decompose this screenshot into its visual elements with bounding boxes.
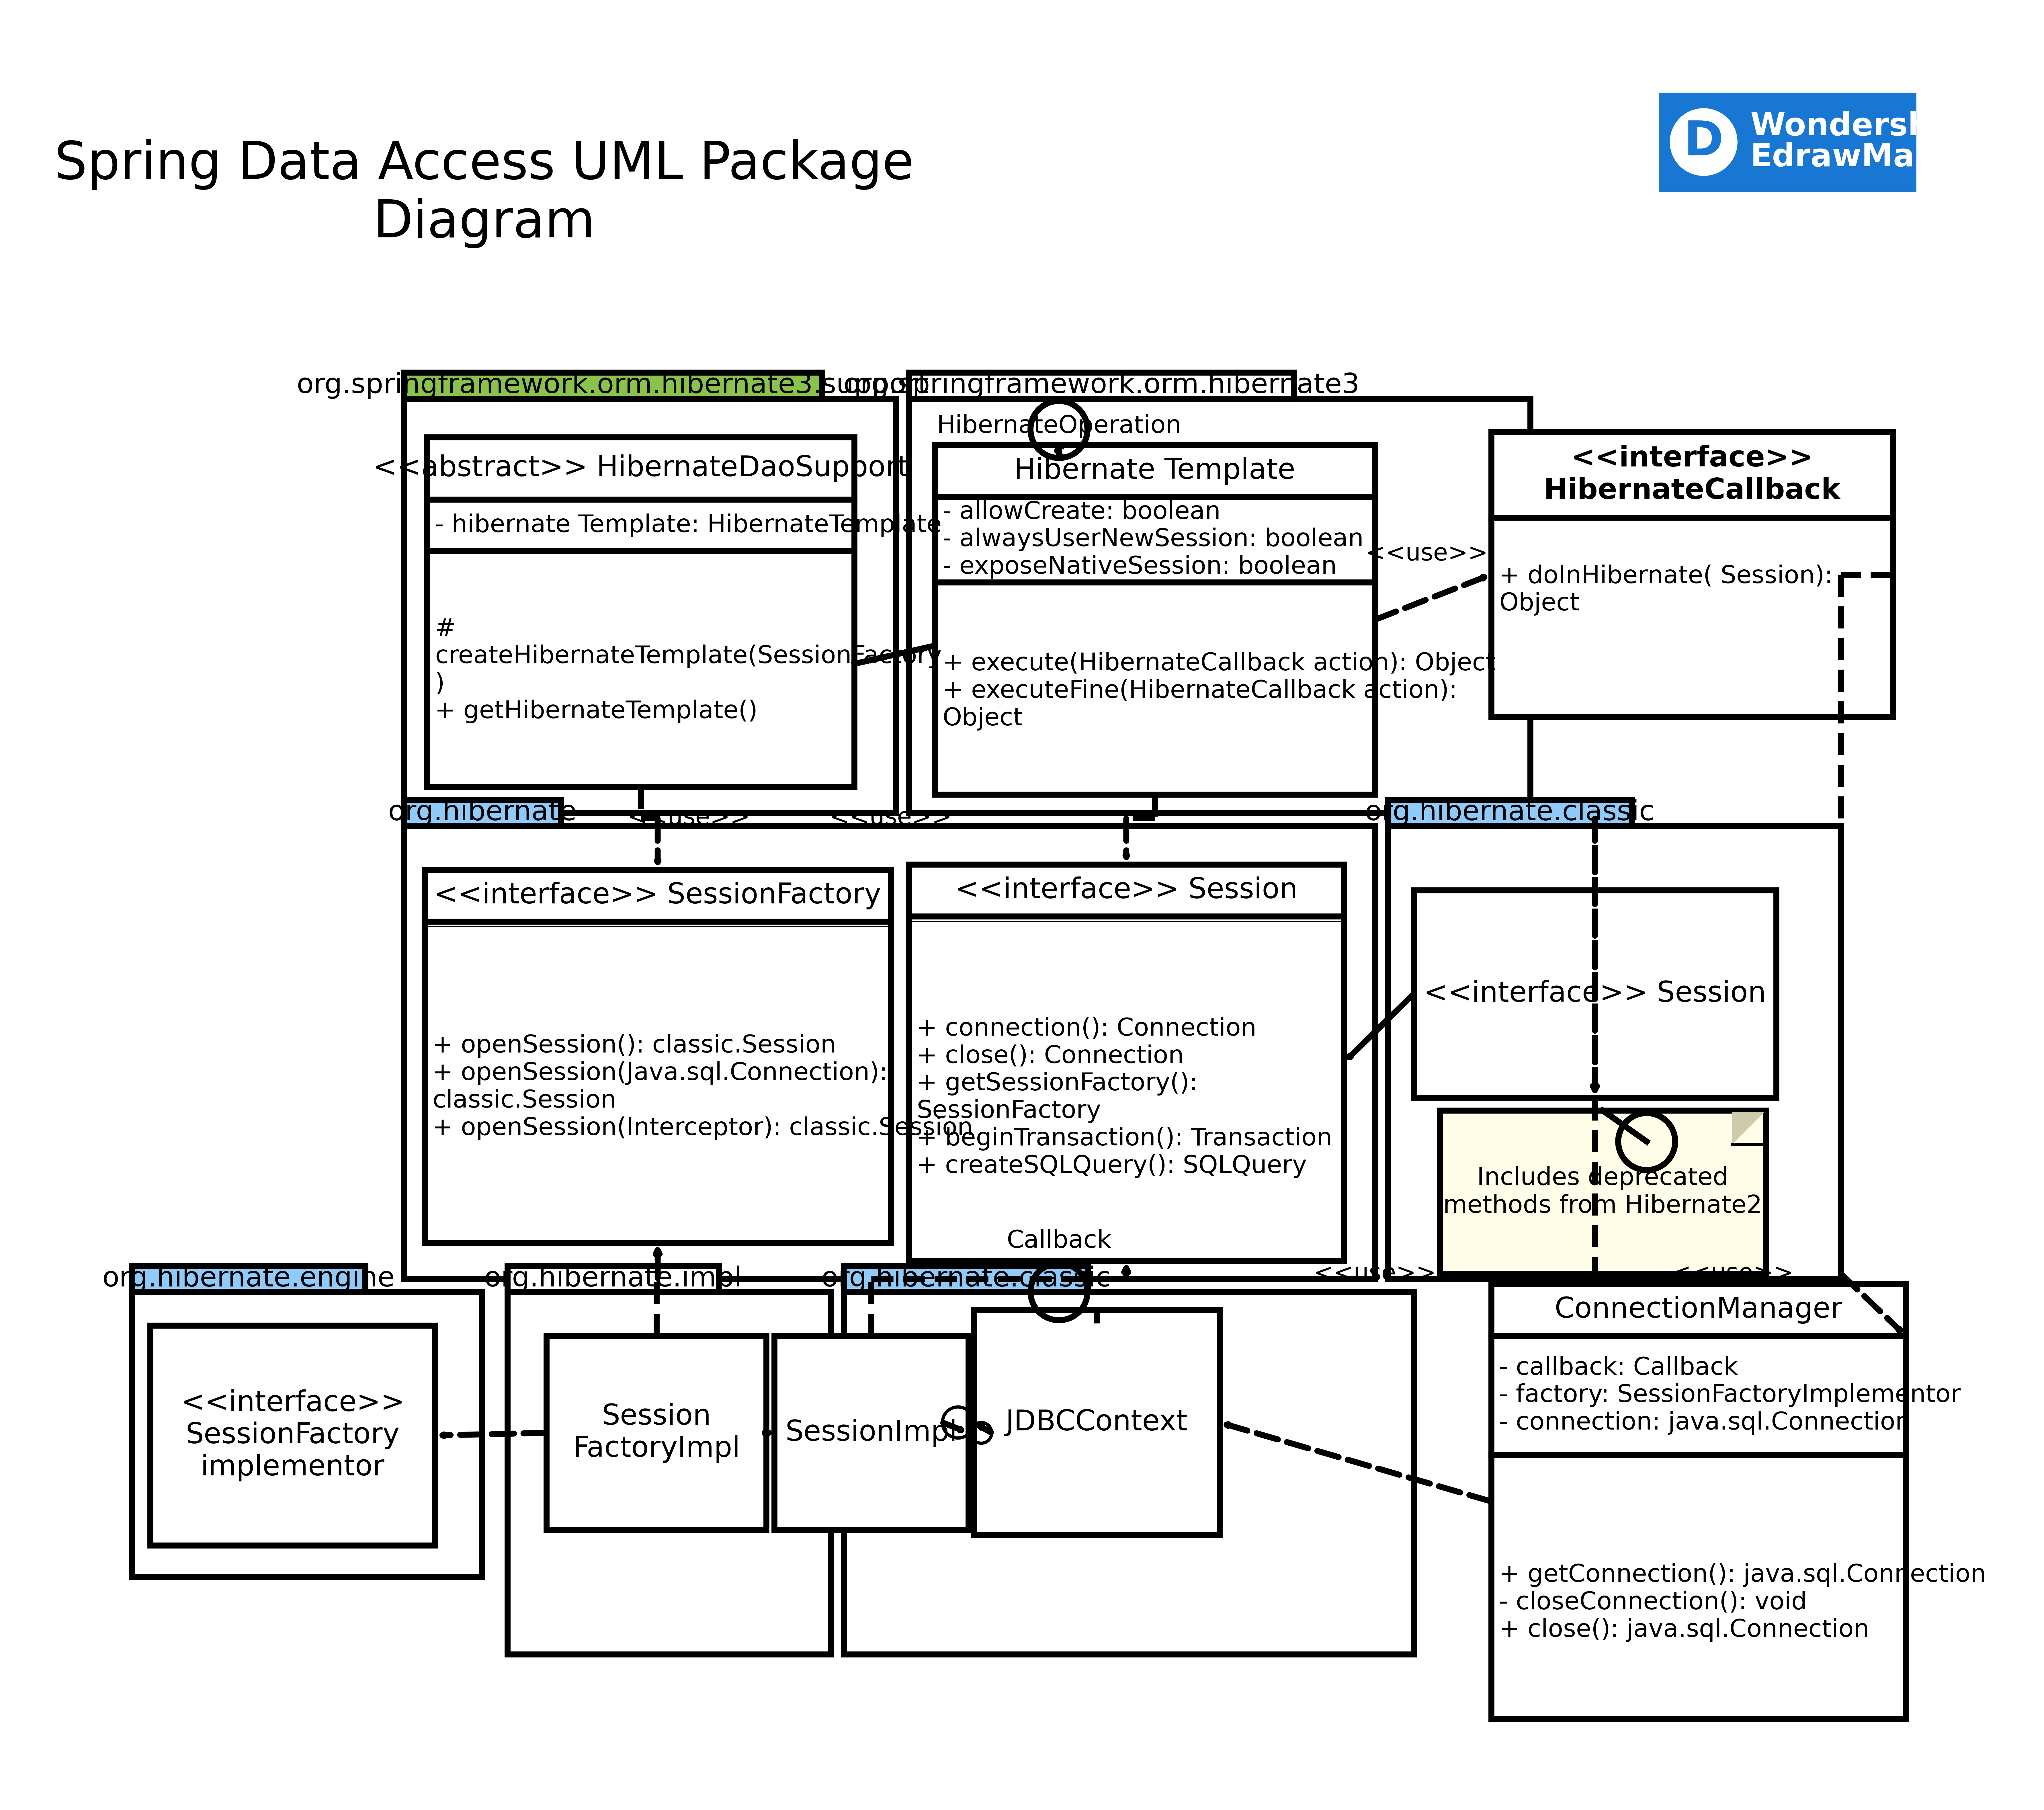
FancyBboxPatch shape — [149, 1325, 435, 1546]
Text: Spring Data Access UML Package
Diagram: Spring Data Access UML Package Diagram — [55, 139, 914, 248]
Text: <<use>>: <<use>> — [1314, 1262, 1437, 1285]
FancyBboxPatch shape — [1388, 825, 1842, 1280]
FancyBboxPatch shape — [934, 445, 1376, 795]
FancyBboxPatch shape — [910, 373, 1294, 398]
FancyBboxPatch shape — [910, 865, 1343, 1260]
Text: Hibernate Template: Hibernate Template — [1014, 456, 1296, 485]
Text: org.hibernate.engine: org.hibernate.engine — [102, 1265, 394, 1292]
Text: org.hibernate: org.hibernate — [388, 800, 576, 825]
FancyBboxPatch shape — [1414, 891, 1776, 1097]
FancyBboxPatch shape — [844, 1292, 1414, 1654]
FancyBboxPatch shape — [910, 398, 1531, 813]
Circle shape — [1670, 109, 1737, 176]
Text: org.springframework.orm.hibernate3.support: org.springframework.orm.hibernate3.suppo… — [296, 373, 930, 398]
Text: org.hibernate.classic: org.hibernate.classic — [822, 1265, 1112, 1292]
Text: <<interface>> Session: <<interface>> Session — [955, 876, 1298, 905]
Text: - allowCreate: boolean
- alwaysUserNewSession: boolean
- exposeNativeSession: bo: - allowCreate: boolean - alwaysUserNewSe… — [942, 500, 1363, 579]
Text: + getConnection(): java.sql.Connection
- closeConnection(): void
+ close(): java: + getConnection(): java.sql.Connection -… — [1498, 1564, 1987, 1642]
FancyBboxPatch shape — [1388, 800, 1631, 825]
FancyBboxPatch shape — [405, 398, 895, 813]
Text: <<use>>: <<use>> — [628, 805, 750, 829]
FancyBboxPatch shape — [507, 1292, 832, 1654]
Text: org.springframework.orm.hibernate3: org.springframework.orm.hibernate3 — [844, 373, 1359, 398]
Text: <<abstract>> HibernateDaoSupport: <<abstract>> HibernateDaoSupport — [372, 454, 910, 481]
FancyBboxPatch shape — [775, 1336, 969, 1529]
Text: <<interface>> SessionFactory: <<interface>> SessionFactory — [433, 881, 881, 909]
Text: <<use>>: <<use>> — [1670, 1262, 1793, 1285]
FancyBboxPatch shape — [427, 438, 854, 787]
Text: SessionImpl: SessionImpl — [785, 1419, 957, 1446]
Text: Includes deprecated
methods from Hibernate2: Includes deprecated methods from Hiberna… — [1443, 1166, 1762, 1218]
FancyBboxPatch shape — [133, 1265, 366, 1292]
FancyBboxPatch shape — [1492, 1283, 1905, 1720]
Text: org.hibernate.impl: org.hibernate.impl — [484, 1265, 742, 1292]
Polygon shape — [1731, 1111, 1766, 1144]
FancyBboxPatch shape — [405, 373, 822, 398]
FancyBboxPatch shape — [405, 800, 560, 825]
Text: D: D — [1684, 119, 1723, 165]
Text: Callback: Callback — [1006, 1229, 1112, 1253]
Text: <<use>>: <<use>> — [1365, 543, 1488, 565]
Text: <<interface>>
HibernateCallback: <<interface>> HibernateCallback — [1543, 445, 1840, 505]
Text: <<interface>> Session: <<interface>> Session — [1425, 979, 1766, 1008]
Text: + execute(HibernateCallback action): Object
+ executeFine(HibernateCallback acti: + execute(HibernateCallback action): Obj… — [942, 652, 1496, 731]
FancyBboxPatch shape — [405, 825, 1376, 1280]
FancyBboxPatch shape — [973, 1310, 1220, 1535]
Text: + connection(): Connection
+ close(): Connection
+ getSessionFactory():
SessionF: + connection(): Connection + close(): Co… — [916, 1017, 1333, 1178]
Text: - hibernate Template: HibernateTemplate: - hibernate Template: HibernateTemplate — [435, 514, 942, 538]
FancyBboxPatch shape — [133, 1292, 482, 1577]
FancyBboxPatch shape — [546, 1336, 766, 1529]
Text: <<use>>: <<use>> — [830, 805, 953, 829]
Text: Session
FactoryImpl: Session FactoryImpl — [572, 1403, 740, 1462]
Text: org.hibernate.classic: org.hibernate.classic — [1365, 800, 1656, 825]
FancyBboxPatch shape — [507, 1265, 719, 1292]
Text: + openSession(): classic.Session
+ openSession(Java.sql.Connection):
classic.Ses: + openSession(): classic.Session + openS… — [433, 1034, 973, 1140]
FancyBboxPatch shape — [1439, 1111, 1766, 1274]
Text: HibernateOperation
s: HibernateOperation s — [936, 414, 1181, 465]
Text: EdrawMax: EdrawMax — [1750, 143, 1936, 174]
Text: - callback: Callback
- factory: SessionFactoryImplementor
- connection: java.sql: - callback: Callback - factory: SessionF… — [1498, 1356, 1960, 1435]
FancyBboxPatch shape — [425, 869, 891, 1242]
FancyBboxPatch shape — [844, 1265, 1087, 1292]
FancyBboxPatch shape — [1492, 433, 1893, 717]
Text: + doInHibernate( Session):
Object: + doInHibernate( Session): Object — [1498, 565, 1833, 615]
FancyBboxPatch shape — [1660, 92, 1915, 192]
Text: <<interface>>
SessionFactory
implementor: <<interface>> SessionFactory implementor — [180, 1390, 405, 1482]
Text: JDBCContext: JDBCContext — [1006, 1408, 1188, 1437]
Text: #
createHibernateTemplate(SessionFactory
)
+ getHibernateTemplate(): # createHibernateTemplate(SessionFactory… — [435, 617, 942, 724]
Text: Wondershare: Wondershare — [1750, 110, 1989, 141]
Text: ConnectionManager: ConnectionManager — [1555, 1296, 1842, 1323]
